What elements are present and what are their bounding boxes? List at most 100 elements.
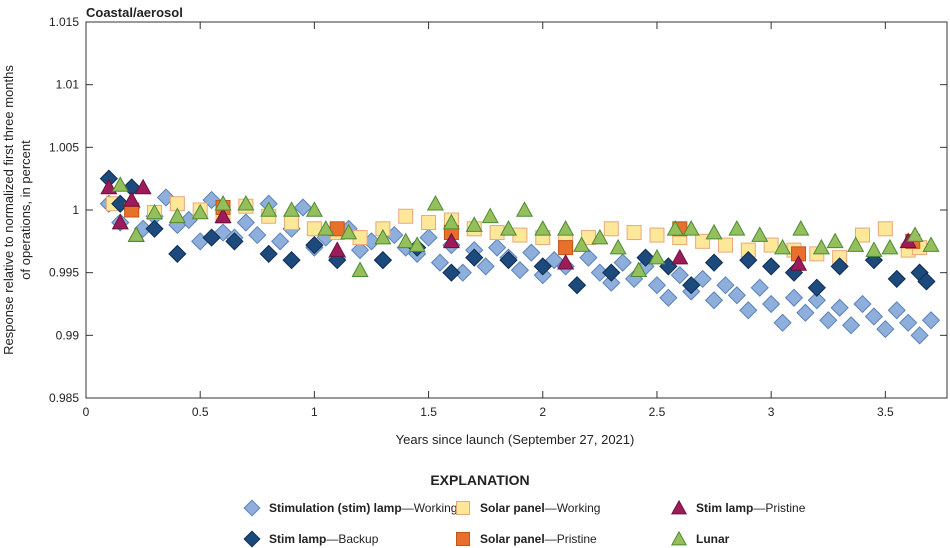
- point-lunar: [340, 223, 358, 240]
- point-stim_backup: [465, 248, 484, 267]
- point-stim_backup: [887, 269, 906, 289]
- x-tick-label: 3.5: [877, 405, 894, 419]
- legend-label-rest: —Backup: [326, 532, 378, 546]
- point-solar_pristine: [558, 240, 574, 256]
- point-stim_working: [350, 240, 370, 260]
- point-lunar: [305, 201, 323, 217]
- point-stim_working: [899, 313, 918, 332]
- y-tick-label: 1.01: [56, 78, 80, 92]
- point-stim_working: [773, 313, 792, 332]
- point-lunar: [774, 238, 792, 255]
- point-stim_working: [762, 294, 781, 314]
- point-stim_backup: [145, 219, 164, 238]
- point-lunar: [442, 213, 460, 230]
- point-stim_backup: [682, 276, 701, 295]
- point-lunar: [408, 236, 426, 252]
- legend-item-stim_pristine: Stim lamp—Pristine: [696, 501, 806, 515]
- point-solar_working: [695, 233, 711, 249]
- point-stim_working: [419, 228, 438, 247]
- point-stim_backup: [704, 253, 724, 272]
- chart-title: Coastal/aerosol: [86, 5, 183, 20]
- point-stim_backup: [602, 263, 621, 282]
- y-tick-label: 1.005: [49, 140, 79, 154]
- point-solar_working: [398, 208, 414, 224]
- legend-marker-stim_working: [243, 499, 261, 517]
- point-lunar: [127, 226, 145, 242]
- point-lunar: [847, 236, 865, 252]
- x-tick-label: 2.5: [649, 405, 666, 419]
- point-stim_pristine: [442, 232, 460, 249]
- point-stim_pristine: [134, 178, 152, 195]
- point-lunar: [881, 238, 899, 255]
- point-stim_backup: [917, 272, 936, 291]
- point-lunar: [465, 216, 483, 232]
- legend-item-solar_working: Solar panel—Working: [480, 501, 600, 515]
- point-stim_working: [487, 238, 507, 257]
- y-tick-label: 0.995: [49, 266, 79, 280]
- point-lunar: [191, 203, 209, 220]
- point-lunar: [260, 201, 278, 217]
- y-tick-label: 1.015: [49, 15, 79, 29]
- point-lunar: [573, 236, 591, 252]
- point-lunar: [666, 220, 684, 236]
- point-stim_pristine: [111, 213, 129, 230]
- legend-marker-stim_backup: [243, 530, 261, 548]
- y-axis-label: of operations, in percent: [18, 140, 33, 280]
- point-stim_working: [647, 276, 667, 295]
- point-lunar: [728, 220, 746, 236]
- legend-marker-solar_pristine: [456, 532, 470, 546]
- point-lunar: [237, 194, 255, 211]
- y-axis-label: Response relative to normalized first th…: [1, 65, 16, 355]
- legend-label-rest: —Pristine: [545, 532, 597, 546]
- point-stim_backup: [259, 244, 278, 263]
- point-stim_working: [293, 198, 313, 217]
- legend-item-stim_backup: Stim lamp—Backup: [269, 532, 379, 546]
- point-stim_working: [784, 288, 804, 307]
- point-lunar: [145, 203, 164, 220]
- point-stim_backup: [830, 257, 849, 276]
- y-tick-label: 1: [72, 203, 79, 217]
- point-stim_working: [510, 261, 530, 280]
- point-lunar: [648, 248, 666, 265]
- legend-item-lunar: Lunar: [696, 532, 730, 546]
- legend-item-stim_working: Stimulation (stim) lamp—Working: [269, 501, 457, 515]
- point-stim_working: [202, 190, 221, 210]
- point-stim_working: [248, 225, 267, 245]
- point-stim_working: [830, 298, 849, 317]
- point-stim_working: [727, 286, 746, 305]
- point-lunar: [481, 207, 499, 224]
- point-lunar: [351, 261, 369, 277]
- point-solar_working: [717, 237, 733, 253]
- legend-item-solar_pristine: Solar panel—Pristine: [480, 532, 597, 546]
- legend-label-rest: —Working: [402, 501, 458, 515]
- point-stim_backup: [225, 232, 244, 251]
- point-stim_backup: [533, 257, 552, 276]
- point-stim_working: [750, 278, 769, 297]
- data-points: [99, 169, 941, 345]
- legend-label-bold: Stim lamp: [269, 532, 326, 546]
- point-lunar: [751, 226, 769, 242]
- legend-label-rest: —Pristine: [753, 501, 805, 515]
- point-lunar: [317, 220, 335, 236]
- point-stim_pristine: [671, 248, 689, 265]
- legend-marker-lunar: [671, 530, 687, 546]
- point-lunar: [609, 238, 627, 255]
- point-lunar: [111, 176, 129, 192]
- point-stim_working: [921, 311, 941, 330]
- point-stim_backup: [636, 248, 655, 267]
- point-lunar: [591, 228, 609, 245]
- point-stim_pristine: [790, 255, 808, 271]
- point-stim_pristine: [557, 253, 575, 270]
- legend-marker-solar_working: [456, 501, 470, 515]
- point-stim_pristine: [328, 241, 346, 257]
- point-lunar: [374, 228, 392, 245]
- point-stim_working: [739, 301, 758, 320]
- legend-label-rest: —Working: [545, 501, 601, 515]
- point-lunar: [792, 220, 810, 236]
- point-stim_working: [430, 253, 450, 272]
- point-lunar: [826, 232, 844, 249]
- point-stim_backup: [442, 263, 461, 282]
- point-stim_backup: [168, 244, 187, 263]
- x-axis-label: Years since launch (September 27, 2021): [396, 432, 635, 447]
